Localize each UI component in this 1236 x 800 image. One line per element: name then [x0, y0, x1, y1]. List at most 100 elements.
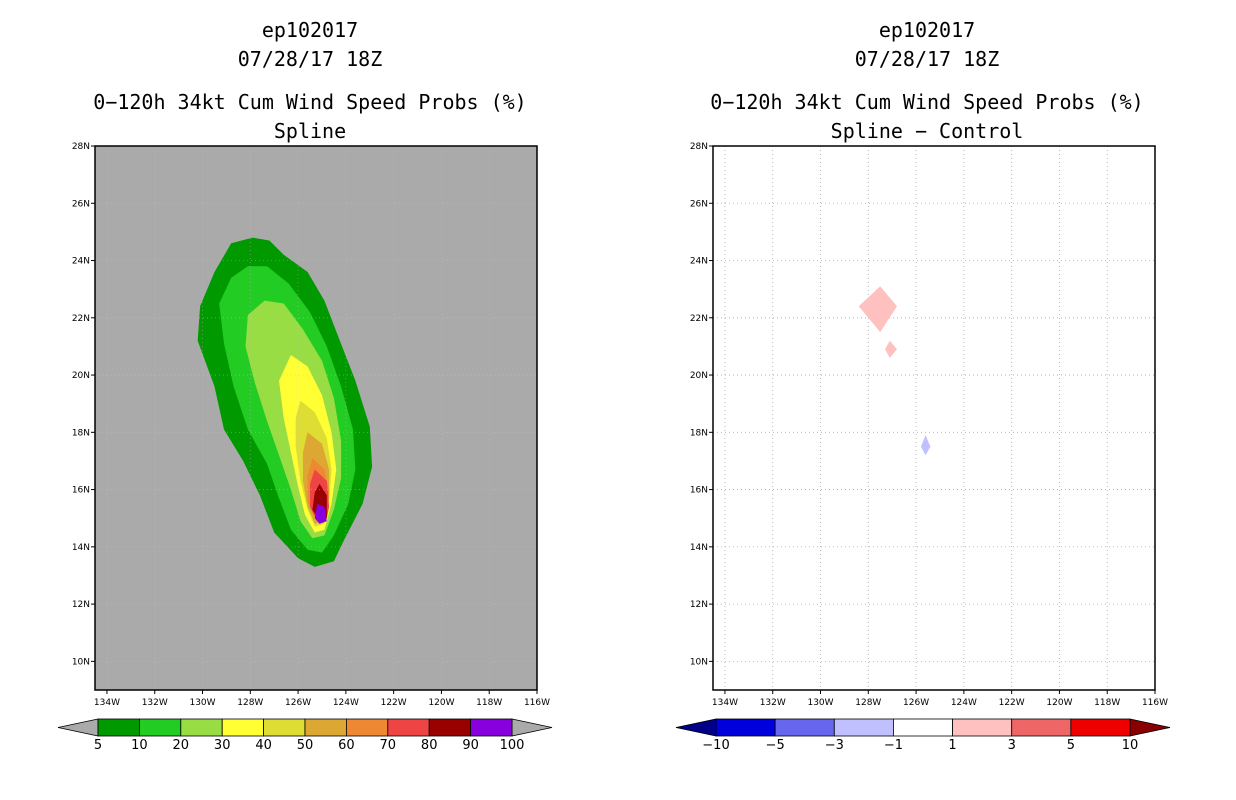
- y-tick-label-5: 18N: [690, 428, 708, 438]
- y-tick-label-6: 16N: [72, 486, 90, 496]
- y-tick-label-8: 12N: [690, 600, 708, 610]
- x-tick-label-6: 122W: [999, 698, 1025, 708]
- x-tick-label-7: 120W: [428, 698, 454, 708]
- y-tick-label-8: 12N: [72, 600, 90, 610]
- x-tick-label-9: 116W: [1142, 698, 1168, 708]
- x-tick-label-2: 130W: [807, 698, 833, 708]
- anomaly-negative-2: [920, 435, 931, 456]
- colorbar-swatch-0: [97, 718, 140, 737]
- right-x-axis: 134W 132W 130W 128W 126W 124W 122W 120W 118W 116W: [712, 690, 1168, 708]
- x-tick-label-4: 126W: [285, 698, 311, 708]
- left-title-storm: ep102017: [262, 18, 358, 42]
- y-tick-label-1: 26N: [690, 199, 708, 209]
- right-anomalies: [858, 286, 931, 456]
- colorbar-label-0: 5: [94, 738, 102, 753]
- colorbar-label-4: 1: [948, 738, 956, 753]
- right-map-frame: [712, 145, 1156, 691]
- left-x-axis: 134W 132W 130W 128W 126W 124W 122W 120W 118W 116W: [94, 690, 550, 708]
- left-title-date: 07/28/17 18Z: [238, 47, 383, 71]
- x-tick-label-7: 120W: [1046, 698, 1072, 708]
- colorbar-label-10: 100: [500, 738, 525, 753]
- colorbar-label-4: 40: [255, 738, 272, 753]
- x-tick-label-0: 134W: [712, 698, 738, 708]
- y-tick-label-3: 22N: [690, 314, 708, 324]
- x-tick-label-5: 124W: [951, 698, 977, 708]
- colorbar-swatch-6: [1070, 718, 1131, 737]
- left-colorbar: 5 10 20 30 40 50 60 70 80 90 100: [57, 718, 553, 753]
- x-tick-label-3: 128W: [855, 698, 881, 708]
- colorbar-label-2: 20: [173, 738, 190, 753]
- colorbar-swatch-8: [428, 718, 472, 737]
- colorbar-label-5: 3: [1008, 738, 1016, 753]
- left-y-axis: 28N 26N 24N 22N 20N 18N 16N 14N 12N 10N: [72, 142, 95, 667]
- right-map-background: [713, 146, 1155, 690]
- colorbar-label-1: 10: [131, 738, 148, 753]
- x-tick-label-2: 130W: [189, 698, 215, 708]
- left-title-product: 0−120h 34kt Cum Wind Speed Probs (%): [93, 90, 526, 114]
- x-tick-label-3: 128W: [237, 698, 263, 708]
- y-tick-label-4: 20N: [690, 371, 708, 381]
- x-tick-label-8: 118W: [476, 698, 502, 708]
- y-tick-label-4: 20N: [72, 371, 90, 381]
- anomaly-positive-0: [858, 286, 897, 333]
- x-tick-label-1: 132W: [760, 698, 786, 708]
- colorbar-swatch-7: [387, 718, 430, 737]
- colorbar-swatch-3: [893, 718, 953, 737]
- colorbar-label-3: 30: [214, 738, 231, 753]
- x-tick-label-4: 126W: [903, 698, 929, 708]
- y-tick-label-0: 28N: [72, 142, 90, 152]
- colorbar-label-6: 60: [338, 738, 355, 753]
- right-title-product: 0−120h 34kt Cum Wind Speed Probs (%): [710, 90, 1143, 114]
- right-title-date: 07/28/17 18Z: [855, 47, 1000, 71]
- colorbar-swatch-2: [833, 718, 894, 737]
- y-tick-label-6: 16N: [690, 486, 708, 496]
- right-panel: ep102017 07/28/17 18Z 0−120h 34kt Cum Wi…: [675, 18, 1171, 753]
- colorbar-label-2: −3: [825, 738, 844, 753]
- y-tick-label-1: 26N: [72, 199, 90, 209]
- y-tick-label-3: 22N: [72, 314, 90, 324]
- y-tick-label-0: 28N: [690, 142, 708, 152]
- right-colorbar: −10 −5 −3 −1 1 3 5 10: [675, 718, 1171, 753]
- colorbar-label-6: 5: [1067, 738, 1075, 753]
- right-y-axis: 28N 26N 24N 22N 20N 18N 16N 14N 12N 10N: [690, 142, 713, 667]
- colorbar-swatch-3: [221, 718, 264, 737]
- left-panel: ep102017 07/28/17 18Z 0−120h 34kt Cum Wi…: [57, 18, 553, 753]
- colorbar-swatch-4: [263, 718, 306, 737]
- colorbar-label-5: 50: [297, 738, 314, 753]
- colorbar-swatch-1: [774, 718, 835, 737]
- right-title-storm: ep102017: [879, 18, 975, 42]
- colorbar-label-9: 90: [462, 738, 479, 753]
- colorbar-swatch-0: [715, 718, 776, 737]
- colorbar-label-7: 70: [380, 738, 397, 753]
- colorbar-swatch-9: [470, 718, 513, 737]
- left-contours: [197, 237, 373, 567]
- anomaly-positive-1: [885, 340, 897, 358]
- x-tick-label-6: 122W: [381, 698, 407, 708]
- left-map-frame: [94, 145, 538, 691]
- y-tick-label-2: 24N: [690, 257, 708, 267]
- y-tick-label-9: 10N: [690, 657, 708, 667]
- y-tick-label-7: 14N: [72, 543, 90, 553]
- colorbar-swatch-1: [138, 718, 182, 737]
- y-tick-label-7: 14N: [690, 543, 708, 553]
- left-title-method: Spline: [274, 119, 346, 143]
- colorbar-swatch-2: [180, 718, 223, 737]
- colorbar-swatch-4: [952, 718, 1013, 737]
- colorbar-swatch-6: [345, 718, 389, 737]
- contour-90-pct: [314, 503, 327, 524]
- x-tick-label-5: 124W: [333, 698, 359, 708]
- x-tick-label-1: 132W: [142, 698, 168, 708]
- colorbar-swatch-5: [1011, 718, 1072, 737]
- x-tick-label-9: 116W: [524, 698, 550, 708]
- y-tick-label-2: 24N: [72, 257, 90, 267]
- x-tick-label-0: 134W: [94, 698, 120, 708]
- colorbar-label-1: −5: [766, 738, 785, 753]
- colorbar-label-7: 10: [1122, 738, 1139, 753]
- x-tick-label-8: 118W: [1094, 698, 1120, 708]
- colorbar-swatch-5: [304, 718, 347, 737]
- colorbar-label-8: 80: [421, 738, 438, 753]
- y-tick-label-5: 18N: [72, 428, 90, 438]
- right-title-method: Spline − Control: [831, 119, 1024, 143]
- y-tick-label-9: 10N: [72, 657, 90, 667]
